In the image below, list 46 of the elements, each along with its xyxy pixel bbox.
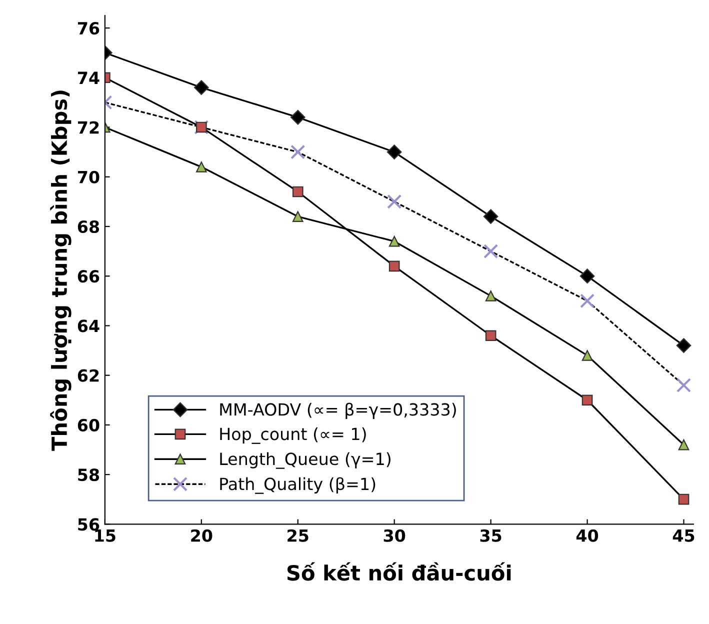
point <box>485 290 496 302</box>
y-tick-label: 58 <box>78 468 100 482</box>
x-tick-label: 25 <box>288 529 308 542</box>
legend-label: Length_Queue (γ=1) <box>220 452 390 469</box>
y-tick-label: 72 <box>78 121 99 134</box>
point <box>388 260 400 272</box>
point <box>292 211 304 222</box>
y-tick-label: 62 <box>78 369 99 382</box>
point <box>290 144 306 160</box>
point <box>676 378 692 393</box>
x-tick-label: 20 <box>191 529 212 542</box>
x-tick-label: 35 <box>480 529 502 542</box>
y-tick-label: 56 <box>78 518 100 531</box>
x-axis-title: Số kết nối đầu-cuối <box>287 562 511 581</box>
y-tick-label: 76 <box>78 22 100 35</box>
point <box>580 268 595 284</box>
y-tick-label: 60 <box>78 418 100 432</box>
point <box>580 294 595 308</box>
y-axis-title: Thông lượng trung bình (Kbps) <box>50 90 72 451</box>
point <box>678 439 690 450</box>
point <box>484 244 498 259</box>
point <box>676 338 692 353</box>
x-tick-label: 40 <box>576 529 598 542</box>
y-tick-label: 70 <box>78 170 100 184</box>
x-tick-label: 15 <box>95 530 116 542</box>
point <box>386 144 402 160</box>
point <box>196 162 207 172</box>
point <box>194 80 209 95</box>
point <box>485 330 496 342</box>
y-tick-label: 74 <box>78 72 100 84</box>
legend-label: MM-AODV (∝= β=γ=0,3333) <box>220 402 456 420</box>
point <box>290 110 306 125</box>
y-tick-label: 66 <box>78 270 100 283</box>
legend-label: Hop_count (∝= 1) <box>220 427 366 444</box>
point <box>582 350 593 361</box>
point <box>388 236 400 247</box>
point <box>678 494 690 505</box>
y-tick-label: 64 <box>78 320 100 332</box>
point <box>387 194 402 209</box>
x-tick-label: 30 <box>384 529 406 542</box>
legend-label: Path_Quality (β=1) <box>220 477 376 494</box>
x-tick-label: 45 <box>672 530 694 542</box>
point <box>483 209 498 224</box>
y-tick-label: 68 <box>78 220 100 234</box>
point <box>292 186 304 198</box>
point <box>582 394 593 406</box>
